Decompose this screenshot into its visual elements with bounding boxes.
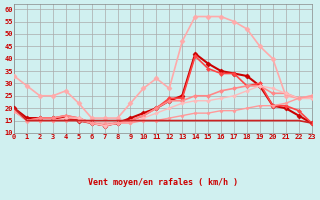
X-axis label: Vent moyen/en rafales ( km/h ): Vent moyen/en rafales ( km/h ) — [88, 178, 238, 187]
